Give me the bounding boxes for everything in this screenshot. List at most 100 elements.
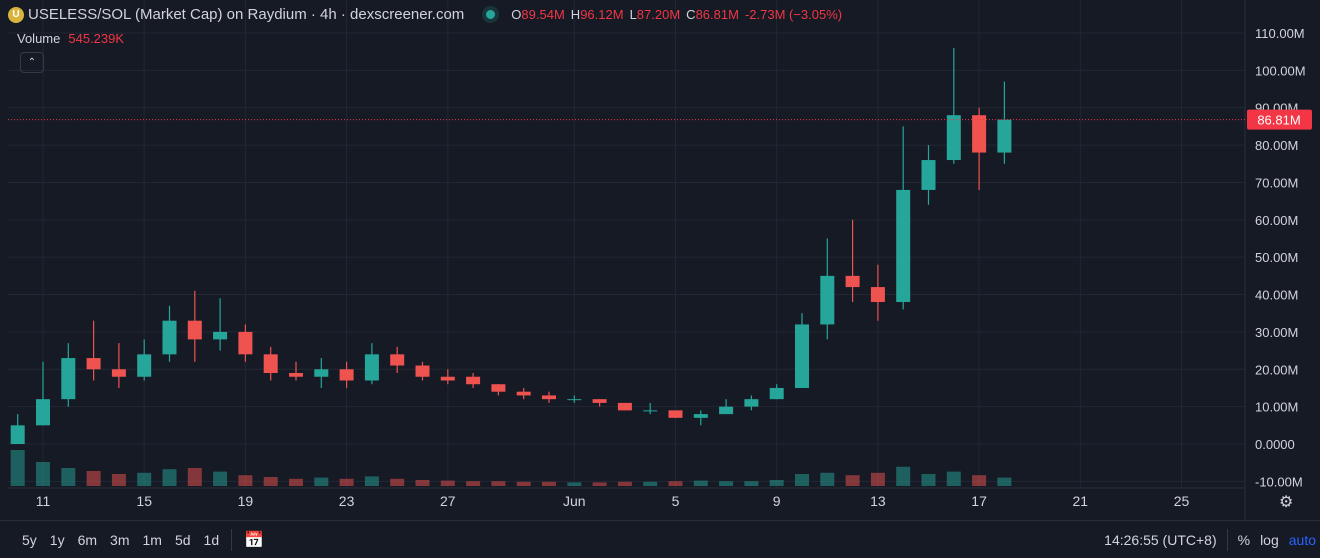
- candle-body: [162, 320, 177, 355]
- ohlc-readout: O89.54M H96.12M L87.20M C86.81M -2.73M (…: [511, 7, 843, 22]
- volume-bar: [719, 481, 734, 486]
- range-3m[interactable]: 3m: [110, 531, 130, 548]
- candle-body: [137, 354, 152, 377]
- volume-bar: [997, 477, 1012, 486]
- y-tick-label: 40.00M: [1255, 288, 1298, 303]
- volume-bar: [213, 471, 228, 486]
- range-6m[interactable]: 6m: [77, 531, 98, 548]
- candle-body: [643, 410, 658, 412]
- volume-bar: [289, 478, 303, 486]
- candle-body: [567, 399, 582, 401]
- candle-body: [820, 275, 835, 325]
- candle-body: [61, 358, 76, 400]
- settings-gear-icon[interactable]: ⚙: [1279, 494, 1294, 511]
- candle-body: [719, 406, 734, 415]
- range-1y[interactable]: 1y: [49, 531, 65, 548]
- candle-body: [86, 358, 101, 370]
- candle-body: [10, 425, 25, 444]
- volume-bar: [668, 481, 683, 486]
- candle-body: [617, 402, 632, 411]
- x-tick-label: 19: [238, 493, 254, 509]
- range-buttons: 5y 1y 6m 3m 1m 5d 1d: [0, 532, 219, 548]
- candle-body: [870, 287, 885, 303]
- volume-bar: [86, 471, 101, 486]
- chart-title: USELESS/SOL (Market Cap) on Raydium · 4h…: [28, 6, 465, 23]
- candle-body: [946, 115, 961, 161]
- candle-body: [491, 384, 506, 392]
- candle-body: [516, 391, 531, 396]
- x-tick-label: 5: [672, 493, 680, 509]
- candle-body: [744, 399, 759, 407]
- candle-body: [314, 369, 329, 377]
- range-5y[interactable]: 5y: [22, 531, 37, 548]
- candle-body: [896, 189, 911, 303]
- volume-bar: [61, 468, 76, 486]
- x-tick-label: 13: [870, 493, 886, 509]
- x-tick-label: 17: [971, 493, 987, 509]
- volume-bar: [516, 481, 531, 486]
- candle-body: [542, 395, 556, 400]
- candle-body: [339, 369, 354, 381]
- volume-bar: [10, 450, 25, 486]
- divider: [231, 528, 233, 551]
- volume-bar: [744, 481, 759, 486]
- volume-bar: [643, 481, 658, 486]
- candle-body: [187, 320, 202, 340]
- percent-toggle[interactable]: %: [1237, 531, 1251, 548]
- token-logo: U: [8, 6, 24, 23]
- volume-bar: [466, 481, 481, 486]
- y-tick-label: 70.00M: [1255, 175, 1298, 190]
- volume-bar: [162, 469, 177, 486]
- volume-bar: [542, 481, 556, 486]
- volume-bar: [263, 477, 278, 486]
- y-tick-label: 10.00M: [1255, 400, 1298, 415]
- range-1d[interactable]: 1d: [203, 531, 220, 548]
- auto-toggle[interactable]: auto: [1288, 531, 1316, 548]
- price-chart[interactable]: 110.00M100.00M90.00M80.00M70.00M60.00M50…: [0, 0, 1320, 520]
- candle-body: [390, 354, 405, 366]
- x-tick-label: 9: [773, 493, 781, 509]
- volume-bar: [390, 478, 405, 486]
- candle-body: [921, 160, 936, 190]
- volume-bar: [314, 477, 329, 486]
- volume-bar: [364, 476, 379, 486]
- volume-bar: [896, 466, 911, 486]
- y-tick-label: 80.00M: [1255, 138, 1298, 153]
- last-price-badge: [1247, 109, 1312, 130]
- log-toggle[interactable]: log: [1260, 531, 1279, 548]
- date-range-icon[interactable]: 📅: [244, 531, 265, 549]
- y-tick-label: -10.00M: [1255, 474, 1303, 489]
- candle-body: [364, 354, 379, 381]
- candle-body: [111, 369, 126, 377]
- volume-bar: [567, 482, 582, 486]
- volume-bar: [795, 474, 809, 486]
- volume-bar: [238, 475, 253, 486]
- candle-body: [668, 410, 683, 418]
- volume-bar: [440, 480, 455, 486]
- y-tick-label: 20.00M: [1255, 362, 1298, 377]
- x-tick-label: 23: [339, 493, 355, 509]
- clock-time[interactable]: 14:26:55 (UTC+8): [1104, 531, 1217, 548]
- volume-bar: [491, 481, 506, 486]
- candle-body: [997, 119, 1012, 153]
- volume-bar: [870, 472, 885, 486]
- volume-bar: [617, 481, 632, 486]
- volume-bar: [187, 468, 202, 486]
- last-price-label: 86.81M: [1257, 113, 1300, 128]
- volume-legend: Volume 545.239K: [17, 31, 125, 46]
- x-tick-label: 21: [1073, 493, 1089, 509]
- volume-bar: [111, 474, 126, 486]
- x-tick-label: 15: [136, 493, 152, 509]
- volume-bar: [921, 474, 936, 486]
- range-5d[interactable]: 5d: [174, 531, 191, 548]
- candle-body: [693, 414, 708, 418]
- y-tick-label: 0.0000: [1255, 437, 1295, 452]
- candle-body: [972, 115, 987, 153]
- range-1m[interactable]: 1m: [142, 531, 162, 548]
- collapse-legend-button[interactable]: ⌃: [20, 52, 44, 73]
- candle-body: [795, 324, 809, 388]
- volume-bar: [972, 475, 987, 486]
- candle-body: [263, 354, 278, 374]
- x-tick-label: 27: [440, 493, 456, 509]
- divider: [1226, 528, 1228, 551]
